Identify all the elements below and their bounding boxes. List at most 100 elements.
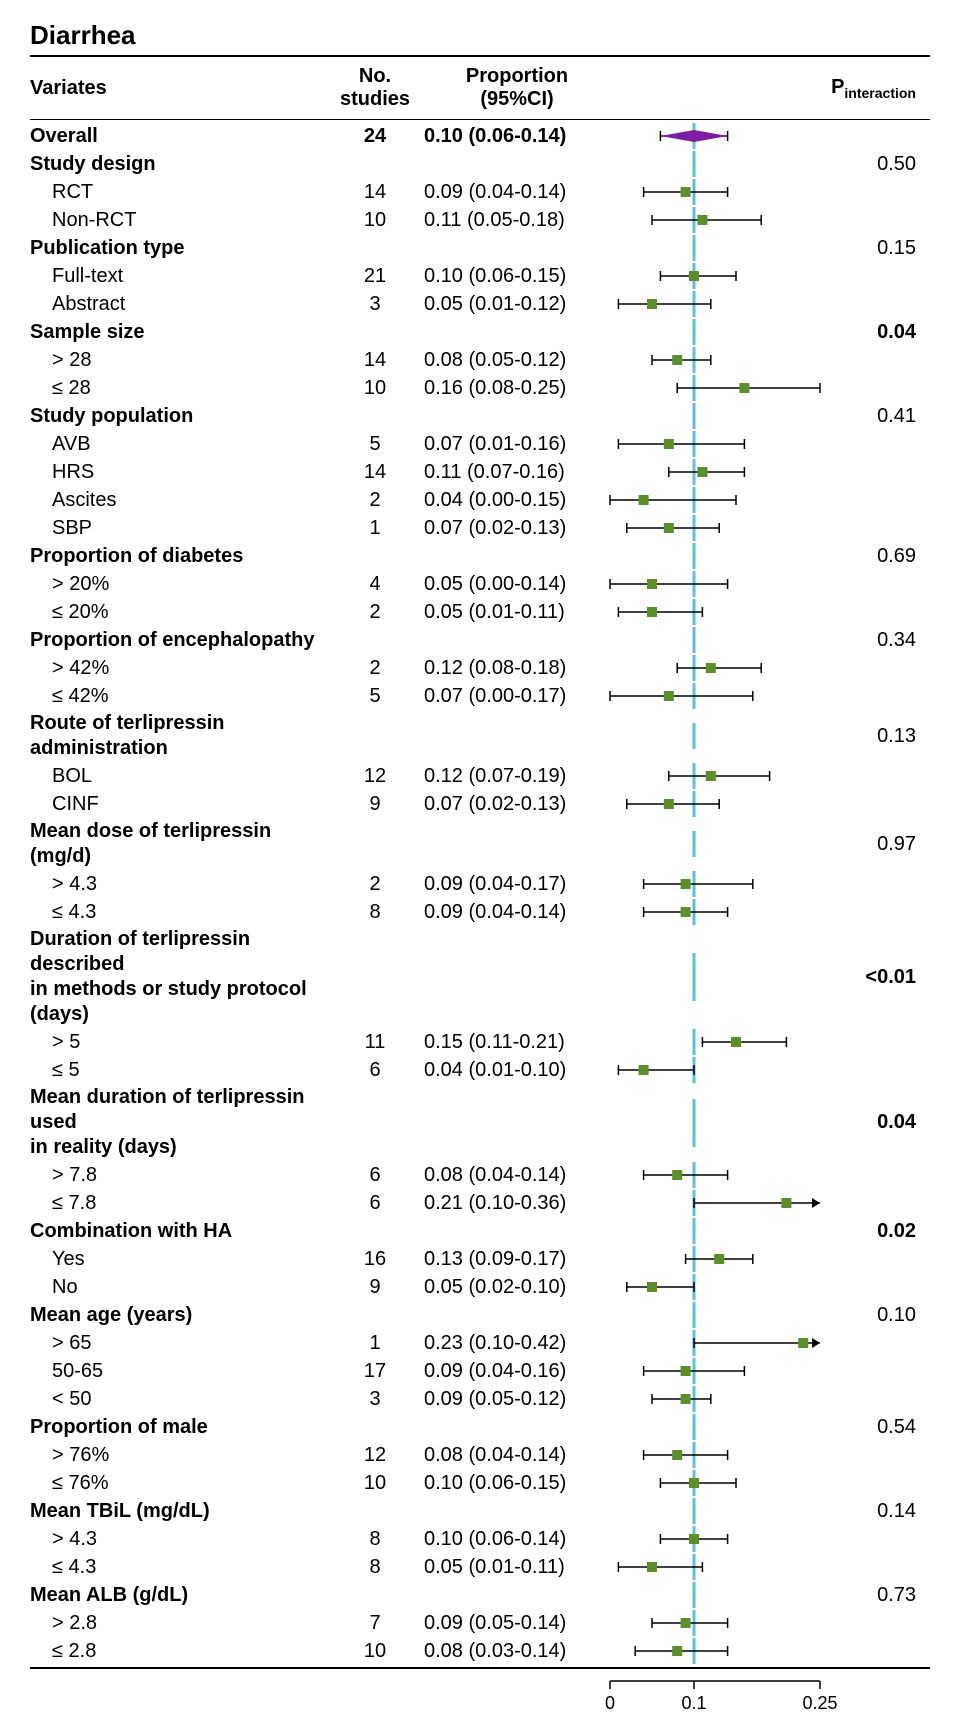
forest-plot-cell (610, 459, 820, 485)
forest-plot-cell (610, 1274, 820, 1300)
variate-label: > 5 (30, 1030, 330, 1055)
variate-label: Duration of terlipressin describedin met… (30, 927, 330, 1027)
item-row: ≤ 7.860.21 (0.10-0.36) (30, 1189, 930, 1217)
n-studies: 3 (330, 292, 420, 317)
forest-marker (610, 291, 820, 317)
n-studies: 9 (330, 1275, 420, 1300)
forest-plot-cell (610, 1498, 820, 1524)
forest-marker (610, 319, 820, 345)
n-studies: 12 (330, 1443, 420, 1468)
variate-label: ≤ 7.8 (30, 1191, 330, 1216)
n-studies: 8 (330, 900, 420, 925)
n-studies: 11 (330, 1030, 420, 1055)
forest-plot-cell (610, 1057, 820, 1083)
variate-label: BOL (30, 764, 330, 789)
proportion-ci: 0.08 (0.05-0.12) (420, 348, 610, 373)
variate-label: Mean duration of terlipressin usedin rea… (30, 1085, 330, 1160)
item-row: Yes160.13 (0.09-0.17) (30, 1245, 930, 1273)
header-prop-l1: Proportion (466, 65, 568, 87)
item-row: > 28140.08 (0.05-0.12) (30, 346, 930, 374)
variate-label: ≤ 5 (30, 1058, 330, 1083)
variate-label: Proportion of encephalopathy (30, 628, 330, 653)
n-studies: 14 (330, 460, 420, 485)
forest-plot-cell (610, 1029, 820, 1055)
variate-label: > 65 (30, 1331, 330, 1356)
proportion-ci: 0.11 (0.07-0.16) (420, 460, 610, 485)
forest-marker (610, 1330, 820, 1356)
variate-label: > 76% (30, 1443, 330, 1468)
proportion-ci: 0.12 (0.07-0.19) (420, 764, 610, 789)
n-studies: 5 (330, 684, 420, 709)
variate-label: Yes (30, 1247, 330, 1272)
n-studies: 2 (330, 488, 420, 513)
variate-label: ≤ 4.3 (30, 1555, 330, 1580)
n-studies: 2 (330, 656, 420, 681)
n-studies: 10 (330, 376, 420, 401)
item-row: > 4.320.09 (0.04-0.17) (30, 870, 930, 898)
proportion-ci: 0.12 (0.08-0.18) (420, 656, 610, 681)
forest-plot-cell (610, 683, 820, 709)
header-prop-l2: (95%CI) (480, 88, 553, 110)
axis-tick-label: 0.1 (681, 1693, 706, 1713)
group-row: Study design0.50 (30, 150, 930, 178)
item-row: ≤ 4.380.09 (0.04-0.14) (30, 898, 930, 926)
forest-marker (610, 123, 820, 149)
forest-plot-cell (610, 655, 820, 681)
forest-marker (610, 723, 820, 749)
forest-plot-cell (610, 319, 820, 345)
forest-marker (610, 431, 820, 457)
n-studies: 14 (330, 348, 420, 373)
forest-plot-cell (610, 1246, 820, 1272)
variate-label: Publication type (30, 236, 330, 261)
forest-marker (610, 1498, 820, 1524)
group-row: Mean ALB (g/dL)0.73 (30, 1581, 930, 1609)
group-row: Route of terlipressin administration0.13 (30, 710, 930, 762)
group-row: Duration of terlipressin describedin met… (30, 926, 930, 1028)
forest-marker (610, 1029, 820, 1055)
item-row: > 2.870.09 (0.05-0.14) (30, 1609, 930, 1637)
item-row: 50-65170.09 (0.04-0.16) (30, 1357, 930, 1385)
group-row: Combination with HA0.02 (30, 1217, 930, 1245)
forest-plot-cell (610, 1162, 820, 1188)
item-row: > 20%40.05 (0.00-0.14) (30, 570, 930, 598)
forest-plot-cell (610, 571, 820, 597)
item-row: ≤ 76%100.10 (0.06-0.15) (30, 1469, 930, 1497)
proportion-ci: 0.09 (0.05-0.12) (420, 1387, 610, 1412)
forest-marker (610, 655, 820, 681)
group-row: Study population0.41 (30, 402, 930, 430)
item-row: ≤ 20%20.05 (0.01-0.11) (30, 598, 930, 626)
header-rule (30, 119, 930, 120)
chart-title: Diarrhea (30, 20, 930, 51)
forest-marker (610, 515, 820, 541)
group-row: Publication type0.15 (30, 234, 930, 262)
forest-marker (610, 1057, 820, 1083)
item-row: SBP10.07 (0.02-0.13) (30, 514, 930, 542)
n-studies: 21 (330, 264, 420, 289)
proportion-ci: 0.05 (0.02-0.10) (420, 1275, 610, 1300)
forest-plot-cell (610, 1414, 820, 1440)
group-row: Proportion of encephalopathy0.34 (30, 626, 930, 654)
proportion-ci: 0.07 (0.01-0.16) (420, 432, 610, 457)
forest-plot-cell (610, 1470, 820, 1496)
forest-marker (610, 375, 820, 401)
forest-marker (610, 1610, 820, 1636)
forest-plot-cell (610, 403, 820, 429)
proportion-ci: 0.09 (0.04-0.16) (420, 1359, 610, 1384)
proportion-ci: 0.09 (0.05-0.14) (420, 1611, 610, 1636)
variate-label: ≤ 76% (30, 1471, 330, 1496)
variate-label: HRS (30, 460, 330, 485)
item-row: Ascites20.04 (0.00-0.15) (30, 486, 930, 514)
n-studies: 2 (330, 872, 420, 897)
item-row: AVB50.07 (0.01-0.16) (30, 430, 930, 458)
forest-plot-cell (610, 207, 820, 233)
header-proportion: Proportion (95%CI) (420, 65, 610, 111)
n-studies: 6 (330, 1191, 420, 1216)
n-studies: 6 (330, 1163, 420, 1188)
item-row: ≤ 560.04 (0.01-0.10) (30, 1056, 930, 1084)
proportion-ci: 0.05 (0.00-0.14) (420, 572, 610, 597)
header-pint-sub: interaction (844, 85, 916, 101)
forest-plot-cell (610, 1386, 820, 1412)
p-interaction: 0.10 (820, 1303, 920, 1328)
group-row: Mean dose of terlipressin (mg/d)0.97 (30, 818, 930, 870)
forest-plot-cell (610, 543, 820, 569)
